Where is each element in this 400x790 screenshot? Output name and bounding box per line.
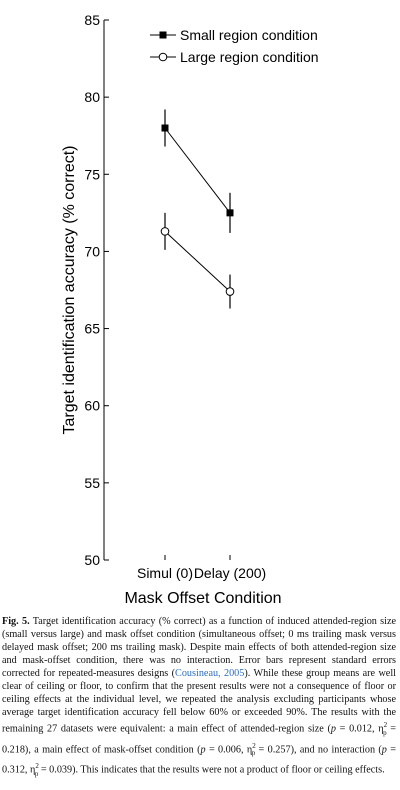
eta-subscript: p	[34, 769, 39, 778]
legend-label: Large region condition	[180, 49, 319, 65]
x-axis: Simul (0) Delay (200)	[137, 555, 266, 581]
eta-value: = 0.039	[38, 764, 73, 776]
data-point	[225, 287, 235, 296]
eta-superscript: 2	[383, 721, 388, 730]
eta-superscript: 2	[35, 762, 39, 771]
y-axis: 50 55 60 65 70 75 80 85	[84, 12, 109, 568]
series-2	[160, 212, 235, 309]
x-tick-label: Simul (0)	[137, 565, 193, 581]
data-point	[226, 209, 234, 217]
x-axis-title: Mask Offset Condition	[124, 590, 281, 607]
data-point	[160, 227, 170, 236]
p-symbol: p	[330, 723, 336, 735]
legend-marker	[159, 31, 167, 39]
y-axis-title: Target identification accuracy (% correc…	[61, 146, 78, 435]
caption-text: ). This indicates that the results were …	[72, 764, 385, 776]
caption-text: Target identification accuracy (% correc…	[2, 616, 396, 680]
eta-superscript: 2	[252, 741, 256, 750]
chart: 50 55 60 65 70 75 80 85 Simul (0) Delay (200) Sm…	[61, 12, 319, 607]
y-tick-label: 55	[84, 475, 100, 491]
x-tick-label: Delay (200)	[194, 565, 266, 581]
p-symbol: p	[200, 744, 206, 756]
series-1	[161, 109, 234, 233]
y-tick-label: 85	[84, 12, 100, 28]
citation-link[interactable]: Cousineau, 2005	[175, 668, 245, 680]
eta-value: = 0.257	[255, 744, 291, 756]
y-tick-label: 70	[84, 243, 100, 259]
eta-subscript: p	[383, 728, 387, 737]
y-tick-label: 65	[84, 321, 100, 337]
series-layer	[160, 109, 235, 309]
p-value: = 0.012,	[335, 723, 379, 735]
y-tick-label: 80	[84, 89, 100, 105]
legend-label: Small region condition	[180, 27, 318, 43]
y-tick-label: 75	[84, 166, 100, 182]
y-tick-label: 60	[84, 398, 100, 414]
data-point	[161, 124, 169, 132]
y-tick-label: 50	[84, 552, 100, 568]
legend-marker	[158, 52, 168, 62]
eta-symbol: η	[30, 764, 36, 776]
eta-value: = 0.218	[2, 723, 397, 756]
caption-text: ). While these group means are well clea…	[2, 668, 396, 735]
p-symbol: p	[381, 744, 387, 756]
series-line	[164, 231, 231, 292]
p-value: = 0.312,	[2, 744, 396, 776]
eta-symbol: η	[246, 744, 253, 756]
caption-text: ), a main effect of mask-offset conditio…	[24, 744, 201, 756]
figure-label: Fig. 5.	[2, 616, 30, 627]
p-value: = 0.006,	[205, 744, 247, 756]
eta-subscript: p	[251, 749, 256, 758]
legend: Small region condition Large region condi…	[150, 27, 319, 65]
caption-text: ), and no interaction (	[290, 744, 382, 756]
eta-symbol: η	[378, 723, 384, 735]
figure-caption: Fig. 5. Target identification accuracy (…	[2, 615, 396, 781]
series-line	[164, 127, 231, 214]
